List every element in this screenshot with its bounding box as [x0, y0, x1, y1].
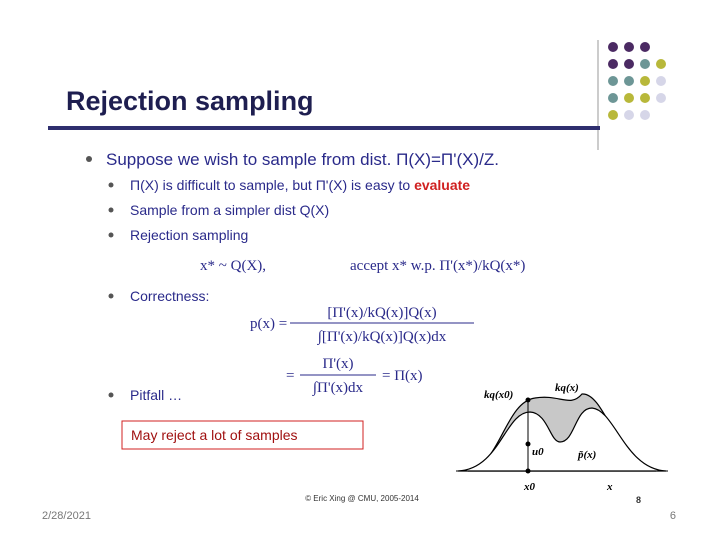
figure: kq(x0) kq(x) u0 p̃(x) x0 x [456, 382, 668, 493]
bullet-dot [108, 232, 114, 238]
bullet-dot [108, 207, 114, 213]
figure-label: p̃(x) [577, 449, 596, 461]
date: 2/28/2021 [42, 510, 91, 522]
formula: = [286, 368, 294, 384]
bullet: Suppose we wish to sample from dist. Π(X… [106, 150, 499, 169]
figure-label: kq(x0) [484, 389, 513, 401]
formula: x* ~ Q(X), [200, 258, 266, 274]
sub-bullet: Sample from a simpler dist Q(X) [130, 202, 329, 218]
dot-grid [608, 42, 666, 120]
formula: [Π'(x)/kQ(x)]Q(x) [327, 305, 436, 321]
bullet-dot [108, 293, 114, 299]
formula: ∫Π'(x)dx [312, 380, 364, 396]
callout-box [121, 420, 364, 450]
sub-bullet: Π(X) is difficult to sample, but Π'(X) i… [130, 177, 470, 193]
formula: accept x* w.p. Π'(x*)/kQ(x*) [350, 258, 525, 274]
sub-bullet: Correctness: [130, 288, 209, 304]
text: Π(X) is difficult to sample, but Π'(X) i… [130, 177, 414, 193]
credit: © Eric Xing @ CMU, 2005-2014 [305, 494, 419, 503]
page-number: 6 [670, 510, 676, 522]
figure-label: kq(x) [555, 382, 579, 394]
highlight: evaluate [414, 177, 470, 193]
bullet-dot [86, 156, 92, 162]
formula: p(x) = [250, 316, 287, 332]
figure-label: x [606, 481, 613, 493]
figure-label: x0 [523, 481, 536, 493]
formula: ∫[Π'(x)/kQ(x)]Q(x)dx [317, 329, 447, 345]
title: Rejection sampling [66, 86, 314, 116]
bullet-dot [108, 392, 114, 398]
sub-bullet: Pitfall … [130, 387, 182, 403]
formula: Π'(x) [322, 356, 353, 372]
bullet-dot [108, 182, 114, 188]
sub-bullet: Rejection sampling [130, 227, 248, 243]
callout: May reject a lot of samples [131, 427, 298, 443]
figure-label: u0 [532, 446, 544, 458]
formula: = Π(x) [382, 368, 423, 384]
inner-page-number: 8 [636, 495, 641, 505]
